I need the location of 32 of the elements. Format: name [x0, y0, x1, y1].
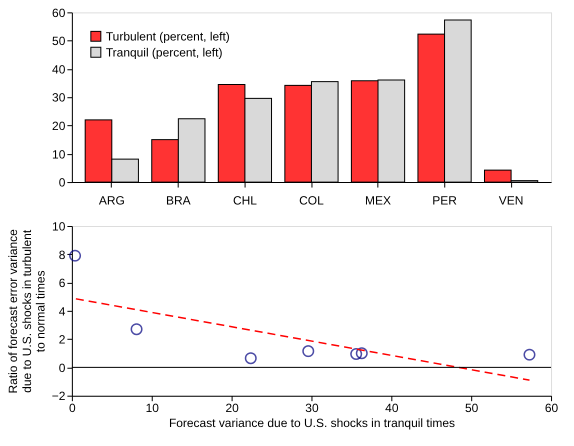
- y-tick-label: 8: [58, 248, 66, 262]
- y-tick-label: 60: [52, 6, 66, 20]
- x-tick-label: PER: [432, 194, 458, 208]
- x-tick-label: COL: [299, 194, 324, 208]
- x-axis-title: Forecast variance due to U.S. shocks in tranquil times: [168, 416, 455, 430]
- legend-label: Tranquil (percent, left): [106, 45, 222, 60]
- y-tick-label: 0: [58, 176, 66, 190]
- y-tick-label: 10: [52, 219, 66, 234]
- y-tick-label: 4: [58, 304, 66, 318]
- x-tick-label: 50: [465, 401, 479, 416]
- y-tick-label: 6: [58, 276, 66, 290]
- x-tick-label: 30: [305, 401, 319, 416]
- x-tick-label: 20: [225, 401, 240, 416]
- y-tick-label: 2: [58, 332, 66, 347]
- x-tick-label: ARG: [98, 194, 125, 208]
- x-tick-label: 10: [146, 401, 160, 416]
- y-axis-title: Ratio of forecast error variance due to U.S. shocks in turbulent to normal times: [6, 228, 48, 394]
- y-tick-label: 10: [52, 147, 66, 162]
- x-tick-label: 0: [69, 401, 76, 416]
- y-tick-label: 0: [58, 360, 66, 375]
- y-tick-label: 20: [52, 118, 66, 133]
- legend-label: Turbulent (percent, left): [106, 29, 230, 44]
- y-tick-label: 40: [52, 62, 66, 76]
- x-tick-label: VEN: [498, 194, 524, 208]
- y-tick-label: −2: [52, 389, 66, 404]
- x-tick-label: BRA: [166, 194, 191, 208]
- x-tick-label: 60: [544, 401, 559, 416]
- y-tick-label: 30: [52, 90, 66, 105]
- x-tick-label: 40: [385, 401, 399, 416]
- x-tick-label: MEX: [365, 194, 391, 208]
- x-tick-label: CHL: [232, 194, 258, 208]
- y-tick-label: 50: [52, 34, 66, 48]
